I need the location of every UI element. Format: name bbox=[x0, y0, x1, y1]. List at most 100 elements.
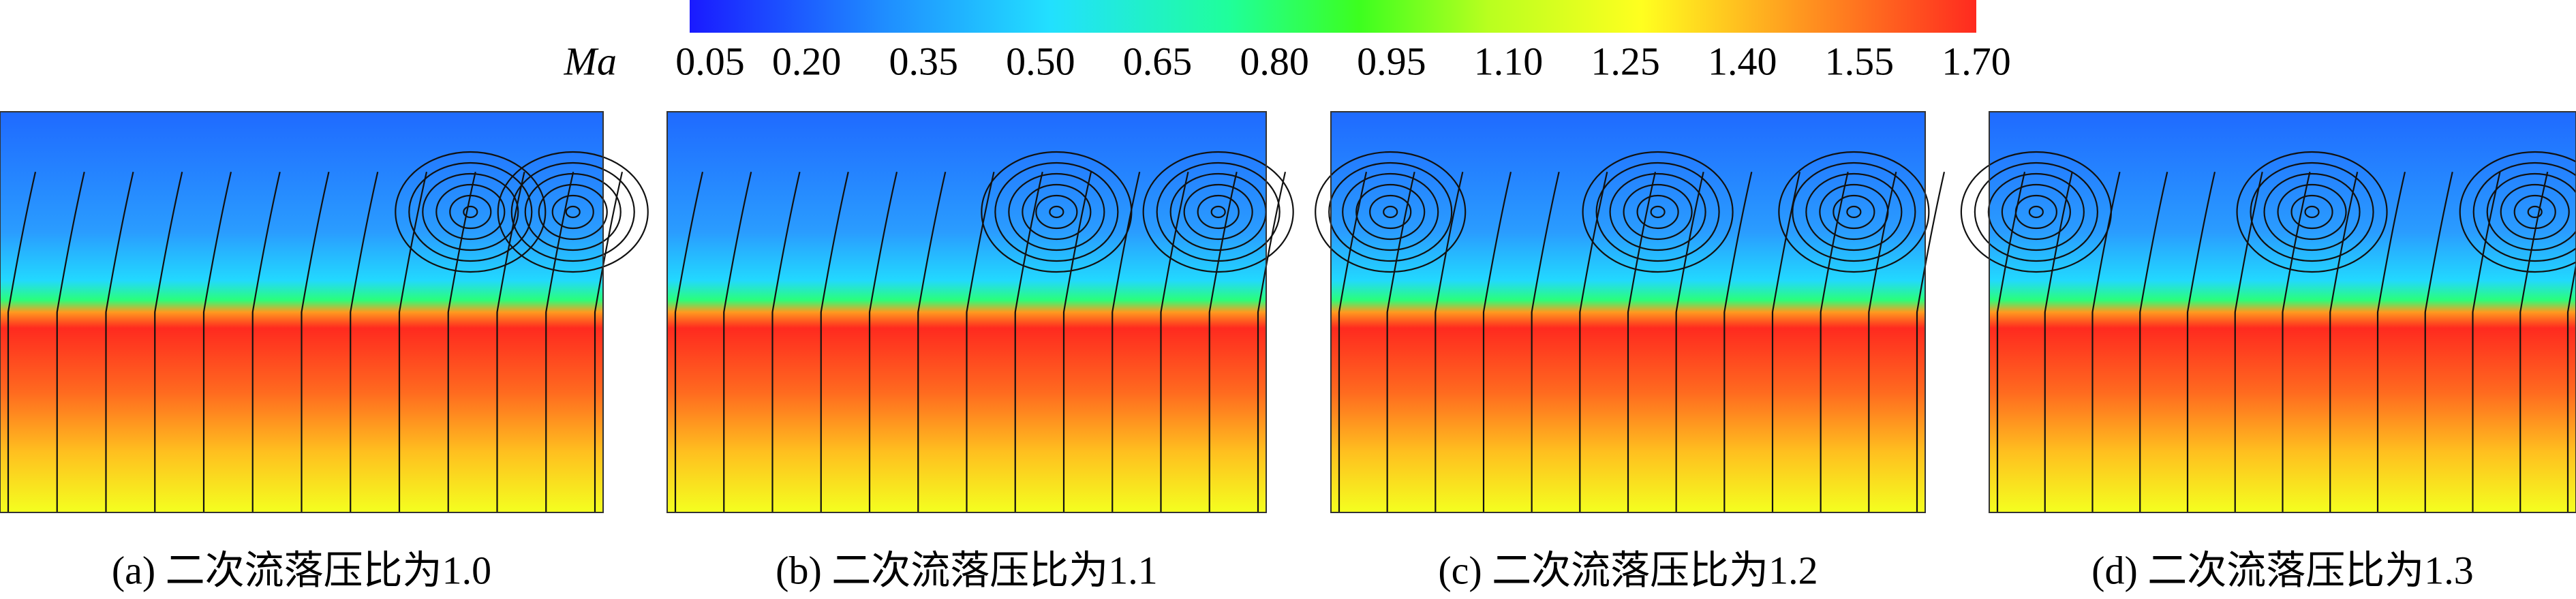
streamline bbox=[2282, 171, 2311, 512]
streamline bbox=[154, 171, 183, 512]
streamline bbox=[1771, 171, 1801, 512]
colorbar-tick-label: 1.10 bbox=[1474, 39, 1544, 83]
vortex bbox=[981, 151, 1133, 273]
streamline bbox=[966, 171, 995, 512]
panel-caption: (a) 二次流落压比为1.0 bbox=[112, 548, 491, 592]
vortex bbox=[1595, 162, 1720, 262]
vortex bbox=[1792, 162, 1916, 262]
vortex bbox=[2304, 205, 2320, 219]
vortex bbox=[2014, 194, 2057, 230]
streamline bbox=[105, 171, 134, 512]
panel-caption: (d) 二次流落压比为1.3 bbox=[2091, 548, 2474, 592]
streamline bbox=[1996, 171, 2026, 512]
vortex bbox=[1778, 151, 1930, 273]
colorbar-tick-label: 0.35 bbox=[889, 39, 959, 83]
vortex bbox=[2028, 205, 2044, 219]
vortex bbox=[1183, 183, 1253, 241]
vortex bbox=[408, 162, 533, 262]
vortex bbox=[1650, 205, 1666, 219]
contour-panel bbox=[0, 111, 649, 513]
vortex bbox=[2263, 172, 2361, 251]
vortex bbox=[1623, 183, 1693, 241]
streamline bbox=[1111, 171, 1141, 512]
vortex bbox=[395, 151, 547, 273]
streamline bbox=[1916, 171, 1946, 512]
streamline bbox=[350, 171, 379, 512]
vortex bbox=[1960, 151, 2112, 273]
contour-panel bbox=[666, 111, 1294, 513]
vortex bbox=[2486, 172, 2576, 251]
vortex bbox=[1022, 183, 1092, 241]
streamline bbox=[723, 171, 752, 512]
streamline bbox=[1531, 171, 1560, 512]
vortex bbox=[1049, 205, 1064, 219]
vortex bbox=[1008, 172, 1105, 251]
streamline bbox=[771, 171, 801, 512]
streamline bbox=[202, 171, 232, 512]
colorbar-tick-label: 0.65 bbox=[1123, 39, 1193, 83]
streamline bbox=[1062, 171, 1092, 512]
vortex bbox=[1328, 162, 1453, 262]
vortex bbox=[1355, 183, 1426, 241]
streamline bbox=[447, 171, 476, 512]
streamline bbox=[2566, 262, 2576, 512]
vortex bbox=[1315, 151, 1467, 273]
vortex bbox=[2500, 183, 2570, 241]
streamline bbox=[2519, 171, 2549, 512]
panel-caption: (c) 二次流落压比为1.2 bbox=[1438, 548, 1818, 592]
streamline bbox=[1338, 171, 1368, 512]
streamline bbox=[2186, 171, 2216, 512]
vortex bbox=[422, 172, 519, 251]
vortex bbox=[510, 162, 635, 262]
vortex bbox=[1156, 162, 1281, 262]
streamline bbox=[398, 171, 428, 512]
vortex bbox=[1636, 194, 1679, 230]
colorbar-tick-label: 0.50 bbox=[1006, 39, 1075, 83]
streamline bbox=[2424, 171, 2453, 512]
streamline bbox=[1160, 171, 1189, 512]
streamline bbox=[301, 171, 330, 512]
vortex bbox=[994, 162, 1119, 262]
vortex bbox=[449, 194, 492, 230]
vortex bbox=[1846, 205, 1862, 219]
vortex bbox=[2277, 183, 2347, 241]
vortex bbox=[2472, 162, 2576, 262]
streamline bbox=[2376, 171, 2406, 512]
vortex bbox=[1819, 183, 1889, 241]
vortex bbox=[565, 205, 581, 219]
vortex bbox=[2527, 205, 2543, 219]
streamline bbox=[868, 171, 898, 512]
vortex bbox=[538, 183, 608, 241]
vortex bbox=[1035, 194, 1078, 230]
colorbar-tick-label: 1.70 bbox=[1942, 39, 2011, 83]
streamline bbox=[1820, 171, 1849, 512]
vortex bbox=[497, 151, 649, 273]
streamline bbox=[594, 171, 624, 512]
vortex bbox=[1833, 194, 1875, 230]
contour-panel bbox=[1960, 111, 2576, 513]
vortex bbox=[1197, 194, 1240, 230]
panel-frame bbox=[1989, 111, 2576, 513]
streamline bbox=[1627, 171, 1657, 512]
panel-frame bbox=[1330, 111, 1926, 513]
vortex bbox=[524, 172, 622, 251]
streamline bbox=[1208, 171, 1238, 512]
vortex bbox=[1974, 162, 2098, 262]
colorbar-tick-label: 1.25 bbox=[1591, 39, 1660, 83]
vortex bbox=[1987, 172, 2085, 251]
colorbar-tick-label: 0.95 bbox=[1357, 39, 1426, 83]
streamline bbox=[2139, 171, 2168, 512]
vortex bbox=[1582, 151, 1734, 273]
vortex bbox=[2250, 162, 2374, 262]
colorbar-tick-label: 0.80 bbox=[1240, 39, 1309, 83]
streamline bbox=[1868, 171, 1897, 512]
vortex bbox=[551, 194, 594, 230]
panel-frame bbox=[666, 111, 1267, 513]
colorbar-tick-label: 1.55 bbox=[1825, 39, 1895, 83]
streamline bbox=[251, 171, 281, 512]
colorbar-label: Ma bbox=[564, 39, 617, 83]
vortex bbox=[2236, 151, 2388, 273]
vortex bbox=[1369, 194, 1412, 230]
streamline bbox=[1482, 171, 1512, 512]
